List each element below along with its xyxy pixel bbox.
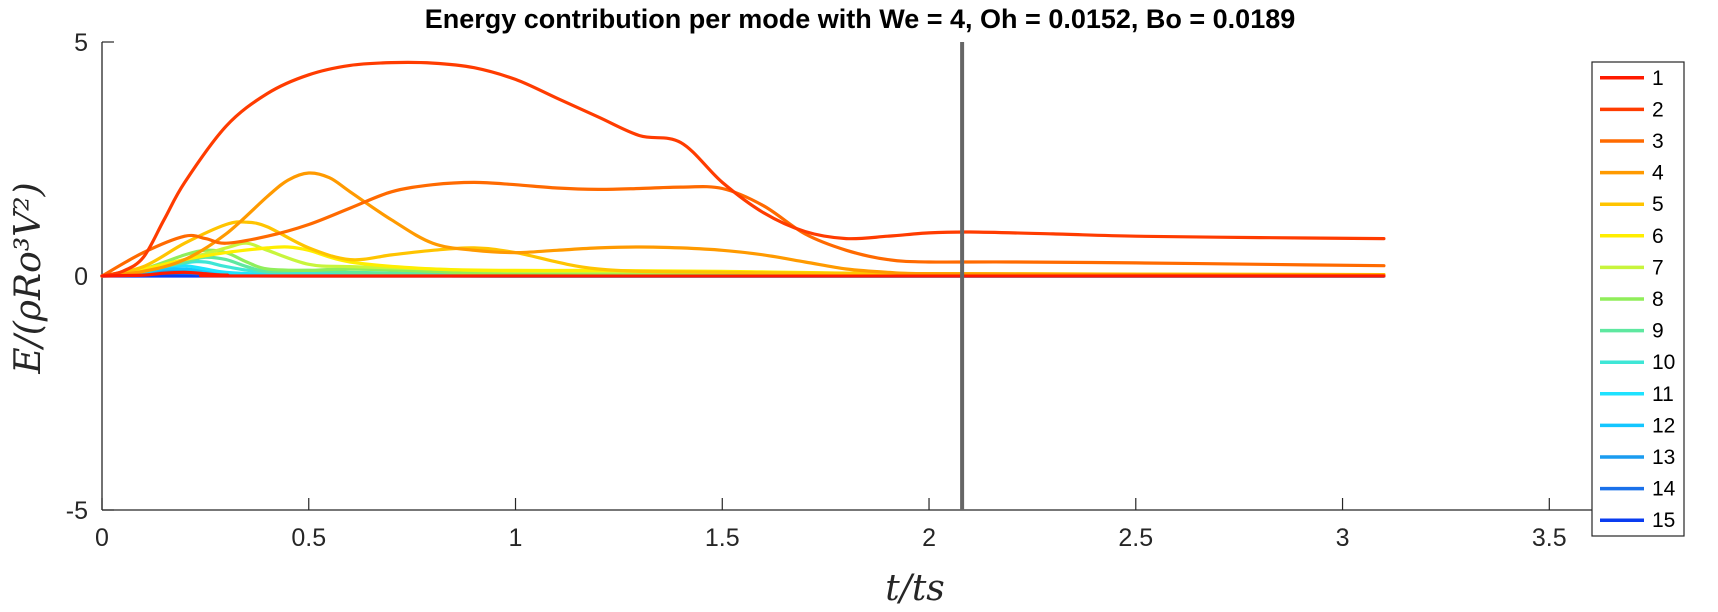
y-tick-label: -5 bbox=[66, 497, 88, 525]
series-line-mode-3 bbox=[100, 180, 1386, 278]
legend-label: 2 bbox=[1652, 98, 1664, 121]
x-tick-label: 1.5 bbox=[705, 524, 740, 552]
x-tick-label: 1 bbox=[509, 524, 523, 552]
legend-label: 6 bbox=[1652, 225, 1664, 248]
x-tick-label: 3 bbox=[1336, 524, 1350, 552]
x-tick-label: 2.5 bbox=[1118, 524, 1153, 552]
legend-label: 12 bbox=[1652, 414, 1675, 437]
legend-label: 4 bbox=[1652, 162, 1664, 185]
series-line-mode-1 bbox=[100, 270, 1386, 278]
x-ticks: 0 0.5 1 1.5 2 2.5 3 3.5 bbox=[95, 498, 1567, 552]
legend-label: 11 bbox=[1652, 383, 1674, 406]
legend-label: 15 bbox=[1652, 509, 1675, 532]
x-tick-label: 0 bbox=[95, 524, 109, 552]
legend-label: 14 bbox=[1652, 478, 1676, 501]
series-lines bbox=[100, 60, 1386, 278]
legend-label: 1 bbox=[1652, 67, 1664, 90]
legend-label: 3 bbox=[1652, 130, 1664, 153]
y-tick-label: 5 bbox=[74, 29, 88, 57]
series-line-mode-4 bbox=[100, 171, 1386, 278]
series-line-mode-2 bbox=[100, 60, 1386, 278]
legend-label: 13 bbox=[1652, 446, 1675, 469]
series-line-mode-5 bbox=[100, 220, 1386, 278]
x-tick-label: 3.5 bbox=[1532, 524, 1567, 552]
y-ticks: -5 0 5 bbox=[66, 29, 114, 525]
x-axis-label: t/ts bbox=[885, 568, 945, 609]
chart-title: Energy contribution per mode with We = 4… bbox=[425, 4, 1296, 34]
y-tick-label: 0 bbox=[74, 263, 88, 291]
legend-label: 7 bbox=[1652, 256, 1664, 279]
legend-label: 5 bbox=[1652, 193, 1664, 216]
x-tick-label: 0.5 bbox=[291, 524, 326, 552]
x-tick-label: 2 bbox=[922, 524, 936, 552]
legend-label: 10 bbox=[1652, 351, 1675, 374]
legend-label: 8 bbox=[1652, 288, 1664, 311]
y-axis-label: E/(ρRo³V²) bbox=[8, 182, 49, 374]
y-axis-label-group: E/(ρRo³V²) bbox=[8, 182, 49, 374]
legend-label: 9 bbox=[1652, 320, 1664, 343]
